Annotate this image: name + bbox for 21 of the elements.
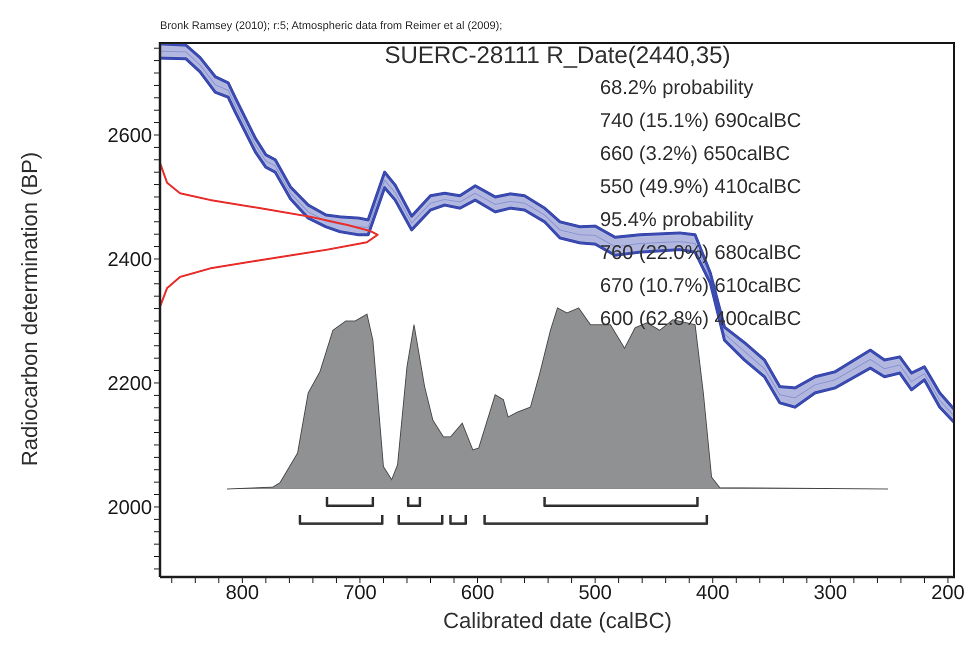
x-tick-label: 600 bbox=[460, 582, 494, 604]
x-tick-label: 700 bbox=[343, 582, 377, 604]
x-axis-title: Calibrated date (calBC) bbox=[442, 608, 673, 634]
annotation: 68.2% probability bbox=[600, 76, 754, 101]
y-tick-label: 2200 bbox=[108, 373, 152, 396]
y-tick-label: 2600 bbox=[108, 125, 152, 148]
annotation: 740 (15.1%) 690calBC bbox=[600, 109, 802, 134]
chart-title: SUERC-28111 R_Date(2440,35) bbox=[384, 42, 732, 70]
annotation: 95.4% probability bbox=[600, 208, 754, 233]
text: Bronk Ramsey (2010); r:5; Atmospheric data from Reimer et al (2009); bbox=[160, 20, 502, 32]
x-tick-label: 400 bbox=[696, 582, 730, 604]
annotation: 550 (49.9%) 410calBC bbox=[600, 175, 802, 200]
y-tick-label: 2400 bbox=[108, 249, 152, 272]
annotation: 660 (3.2%) 650calBC bbox=[600, 142, 792, 167]
x-tick-label: 800 bbox=[226, 582, 260, 604]
y-tick-label: 2000 bbox=[108, 497, 152, 520]
x-tick-label: 500 bbox=[578, 582, 612, 604]
x-tick-label: 300 bbox=[814, 582, 848, 604]
y-axis-title: Radiocarbon determination (BP) bbox=[17, 150, 43, 468]
x-tick-label: 200 bbox=[931, 582, 965, 604]
annotation: 670 (10.7%) 610calBC bbox=[600, 274, 802, 299]
